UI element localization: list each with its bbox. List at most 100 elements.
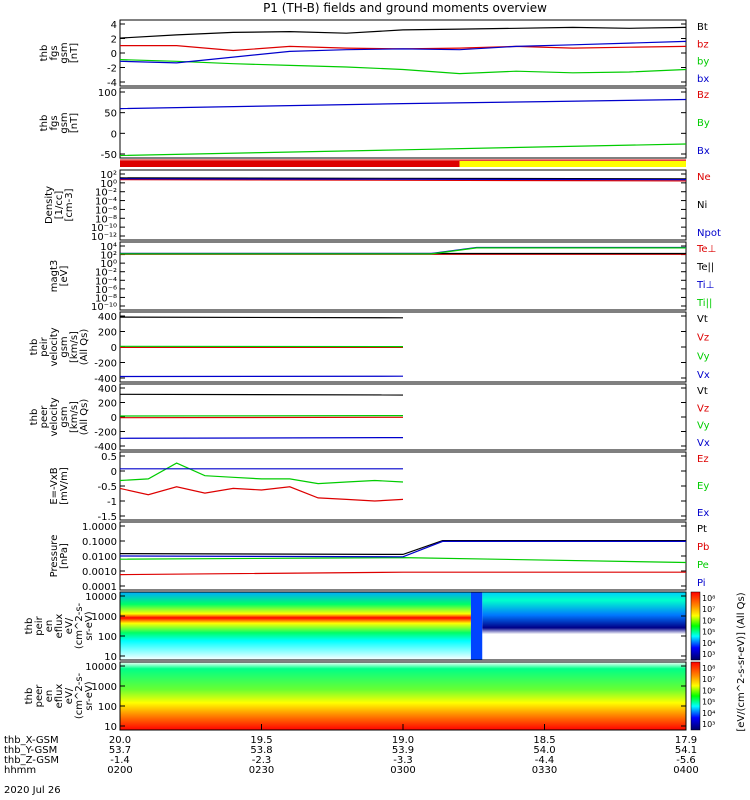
y-tick-label: 10⁻⁶ [95,285,117,296]
y-axis-label: fgs [49,115,60,130]
legend-entry: Bz [697,90,709,101]
series-line-Bx [119,98,687,110]
y-tick-label: 0 [111,129,117,140]
y-axis-label: gsm [59,42,70,63]
y-tick-label: 0.0001 [82,582,117,593]
y-axis-label: eV/ [64,617,75,634]
x-tick-label: 17.9 [675,735,697,746]
legend-entry: Vt [697,314,708,325]
x-tick-label: 54.0 [533,745,555,756]
y-axis-label: eflux [54,614,65,639]
series-line-By [119,143,687,157]
series-line-Pt [119,539,686,556]
y-axis-label: gsm [59,112,70,133]
x-tick-label: -2.3 [252,755,272,766]
y-tick-label: 10⁻² [95,188,117,199]
x-tick-label: -4.4 [535,755,555,766]
y-tick-label: 10000 [85,592,117,603]
quality-bar-yellow [459,161,686,167]
series-line-Ne [119,179,687,182]
panel-efield: 0.5 0 -0.5 -1 -1.5 E=-VxB [mV/m] Ez Ey Ex [49,451,709,523]
y-axis-label: [eV] [59,266,70,287]
panel-frame [119,451,687,521]
legend-entry: Npot [697,228,721,239]
y-tick-label: 2 [111,35,117,46]
x-tick-label: 19.5 [250,735,272,746]
y-axis-label: [nT] [69,43,80,63]
x-tick-label: 53.7 [109,745,131,756]
legend-entry: Ex [697,508,709,519]
series-line-Vx [119,437,404,439]
y-axis-label: E=-VxB [49,467,60,504]
legend-entry: Pt [697,524,707,535]
colorbar-tick-label: 10⁷ [702,675,715,684]
x-tick-label: -3.3 [393,755,413,766]
legend-entry: Pi [697,578,706,589]
colorbar-tick-label: 10⁴ [702,639,715,648]
legend-entry: Vy [697,351,710,362]
y-axis-label: peer [39,405,50,429]
x-tick-label: 20.0 [109,735,131,746]
legend-entry: Vt [697,386,708,397]
y-tick-label: 10⁻⁶ [95,205,117,216]
y-tick-label: 0.0010 [82,567,117,578]
y-tick-label: 50 [104,109,117,120]
y-tick-label: 10⁻⁸ [95,214,117,225]
spectrogram-region [120,592,471,660]
panel-frame [119,87,687,159]
y-axis-label: [cm-3] [64,188,75,221]
x-tick-label: -1.4 [110,755,130,766]
y-axis-label: thb [24,618,35,635]
spectrogram-transition [470,592,483,660]
colorbar-tick-label: 10³ [702,720,715,729]
legend-entry: Vz [697,333,709,344]
y-axis-label: peir [39,336,50,356]
legend-entry: bz [697,39,709,50]
colorbar [690,661,701,731]
y-axis-label: sr-eV) [84,611,95,640]
series-line-by [119,59,687,75]
legend-entry: by [697,57,709,68]
legend-entry: Vz [697,403,709,414]
colorbar [690,591,701,661]
x-tick-label: 53.9 [392,745,414,756]
y-tick-label: -200 [94,359,117,370]
colorbar-tick-label: 10⁵ [702,628,715,637]
legend-entry: Pb [697,542,709,553]
y-axis-label: eflux [54,684,65,709]
x-tick-label: 53.8 [250,745,272,756]
x-tick-label: -5.6 [676,755,696,766]
legend-entry: Vx [697,370,710,381]
date-label: 2020 Jul 26 [4,785,61,796]
y-axis-label: [mV/m] [59,467,70,505]
y-tick-label: 0 [111,343,117,354]
y-tick-label: 400 [98,384,117,395]
quality-bar-red [120,161,460,167]
colorbar-tick-label: 10⁴ [702,709,715,718]
legend-entry: Ti|| [696,298,712,309]
panel-peer_velocity: 400 200 0 -200 -400 thb peer velocity gsm [km/s](… [29,383,710,453]
y-tick-label: -4 [107,78,117,89]
y-tick-label: -50 [101,150,117,161]
colorbar-tick-label: 10⁷ [702,605,715,614]
panel-pressure: 1.0000 0.1000 0.0100 0.0010 0.0001 Pressure [n… [49,521,709,593]
y-tick-label: 10⁻¹⁰ [91,302,117,313]
panel-frame [119,169,687,241]
y-axis-label: thb [24,688,35,705]
panel-frame [119,591,687,661]
y-tick-label: 10000 [85,662,117,673]
legend-entry: Ey [697,481,709,492]
series-line-Pi [119,540,686,558]
panel-peer_eflux: 10000 1000 100 10 thb peer en eflux eV/(cm^2-s-s… [24,661,715,733]
figure-title: P1 (TH-B) fields and ground moments over… [263,1,547,15]
y-tick-label: -1 [107,497,117,508]
y-axis-label: gsm [59,406,70,427]
colorbar-tick-label: 10⁶ [702,686,715,695]
y-tick-label: 4 [111,20,117,31]
series-line-Pe [119,556,687,564]
y-tick-label: 200 [98,328,117,339]
y-axis-label: peer [34,684,45,708]
panel-fgs_bgsm: 4 2 0 -2 -4 thb fgs gsm [nT] Bt bz by bx [39,19,709,89]
